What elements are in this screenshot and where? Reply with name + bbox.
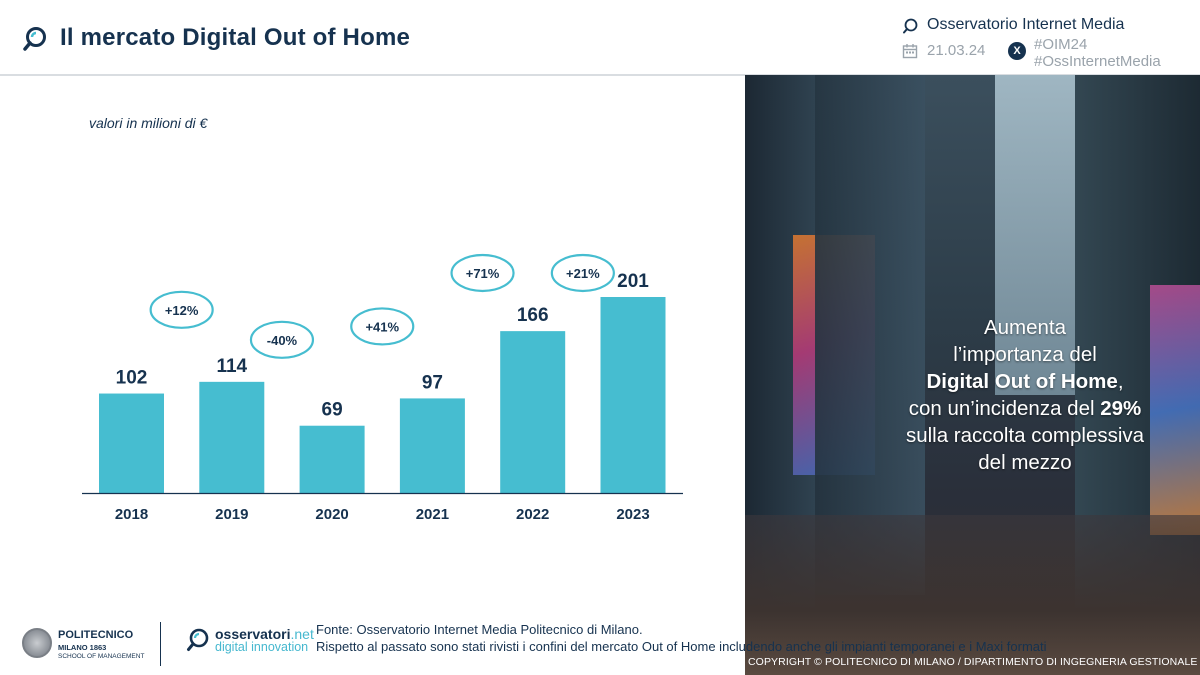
bar-2020 — [299, 425, 365, 493]
headline-line-6: del mezzo — [978, 451, 1072, 474]
value-label-2022: 166 — [517, 305, 549, 326]
bar-2023 — [600, 297, 666, 493]
bar-2021 — [399, 398, 465, 493]
copyright-notice: COPYRIGHT © POLITECNICO DI MILANO / DIPA… — [748, 656, 1198, 668]
headline-percentage: 29% — [1100, 397, 1142, 420]
politecnico-seal-icon — [22, 628, 52, 658]
growth-badge-3 — [350, 307, 415, 346]
value-label-2021: 97 — [422, 372, 443, 393]
growth-label-2: -40% — [267, 333, 298, 348]
photo-pavement — [745, 515, 1200, 675]
value-label-2018: 102 — [116, 368, 148, 389]
x-social-icon[interactable]: X — [1008, 42, 1026, 60]
osservatori-word: osservatori — [215, 626, 291, 642]
growth-label-3: +41% — [365, 319, 399, 334]
source-note: Fonte: Osservatorio Internet Media Polit… — [316, 622, 643, 637]
brand-name: Osservatorio Internet Media — [927, 16, 1125, 33]
category-label-2022: 2022 — [516, 506, 549, 523]
growth-badge-1 — [149, 290, 214, 329]
politecnico-school: SCHOOL OF MANAGEMENT — [58, 653, 145, 660]
growth-badge-5 — [550, 253, 615, 293]
methodology-note: Rispetto al passato sono stati rivisti i… — [316, 639, 1047, 654]
chart-units-label: valori in milioni di € — [89, 115, 208, 131]
growth-label-1: +12% — [165, 303, 199, 318]
politecnico-city: MILANO 1863 — [58, 643, 107, 652]
header-divider — [0, 74, 1200, 76]
category-label-2023: 2023 — [616, 506, 649, 523]
hashtag-oim24[interactable]: #OIM24 — [1034, 36, 1088, 53]
value-label-2019: 114 — [216, 356, 247, 377]
politecnico-name: POLITECNICO — [58, 629, 134, 641]
osservatori-name: osservatori.net — [215, 626, 314, 642]
headline-highlight: Digital Out of Home — [926, 370, 1118, 393]
headline-line-4-text: con un’incidenza del — [908, 397, 1101, 420]
category-label-2018: 2018 — [115, 506, 148, 523]
headline-line-3: Digital Out of Home, — [845, 368, 1200, 395]
magnifier-logo-icon — [23, 27, 46, 51]
calendar-icon — [902, 44, 918, 59]
category-label-2019: 2019 — [215, 506, 248, 523]
osservatori-domain: .net — [290, 626, 314, 642]
bar-chart: 102 2018 114 2019 69 2020 97 2021 166 2022 201 2023… — [82, 253, 683, 523]
street-photo-panel — [745, 75, 1200, 675]
value-label-2020: 69 — [322, 400, 343, 421]
bar-2019 — [199, 381, 265, 493]
bar-2022 — [500, 331, 566, 493]
headline-comma: , — [1117, 370, 1124, 393]
headline-line-5: sulla raccolta complessiva — [905, 424, 1145, 447]
hashtag-ossinternetmedia[interactable]: #OssInternetMedia — [1034, 53, 1161, 70]
growth-label-5: +21% — [566, 266, 600, 281]
growth-badge-2 — [249, 320, 315, 359]
category-label-2020: 2020 — [315, 506, 348, 523]
category-label-2021: 2021 — [416, 506, 449, 523]
headline-line-2: l’importanza del — [953, 343, 1097, 366]
osservatori-logo-icon — [187, 628, 209, 651]
headline-line-4: con un’incidenza del 29% — [845, 395, 1200, 422]
growth-badge-4 — [450, 253, 515, 293]
value-label-2023: 201 — [617, 271, 649, 292]
headline-line-1: Aumenta — [983, 316, 1067, 339]
footer-divider — [160, 622, 161, 666]
header: Il mercato Digital Out of Home Osservato… — [0, 0, 1200, 75]
bar-2018 — [99, 393, 164, 493]
photo-sky — [995, 75, 1075, 395]
hashtags: #OIM24 #OssInternetMedia — [1034, 36, 1161, 70]
panel-headline: Aumenta l’importanza del Digital Out of … — [845, 314, 1200, 476]
page-title: Il mercato Digital Out of Home — [60, 24, 411, 51]
photo-building-mid-left — [815, 75, 925, 595]
magnifier-brand-icon — [903, 18, 918, 34]
osservatori-tagline: digital innovation — [215, 640, 309, 654]
photo-screen-right — [1150, 285, 1200, 535]
growth-label-4: +71% — [466, 266, 500, 281]
event-date: 21.03.24 — [927, 42, 986, 59]
